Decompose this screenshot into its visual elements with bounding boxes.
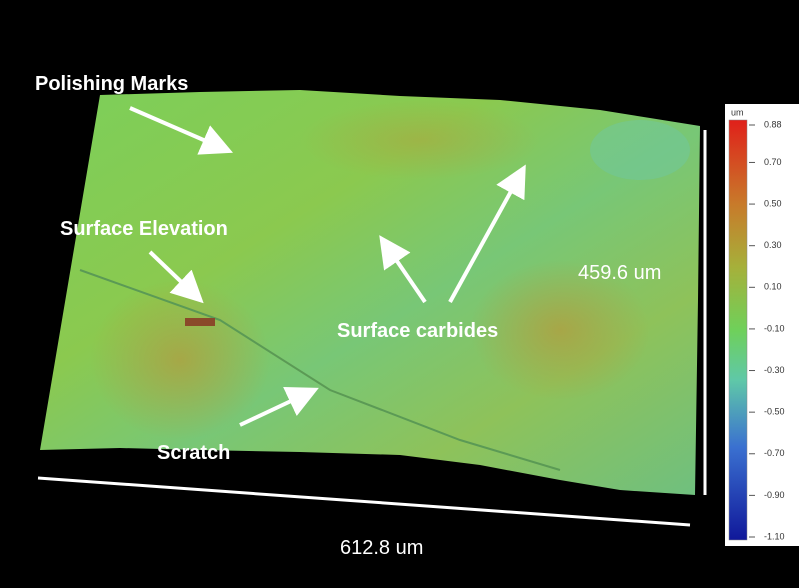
colorbar-tick-label: -0.70 <box>764 448 785 458</box>
colorbar-tick-label: -0.90 <box>764 490 785 500</box>
colorbar-tick-label: -1.10 <box>764 531 785 541</box>
colorbar: um <box>725 104 799 546</box>
colorbar-tick-label: 0.70 <box>764 157 782 167</box>
width-label: 612.8 um <box>340 537 423 559</box>
width-line <box>37 476 691 527</box>
annotation: Surface Elevation <box>60 218 228 240</box>
annotation: Surface carbides <box>337 320 498 342</box>
colorbar-tick-label: 0.30 <box>764 240 782 250</box>
annotation: Polishing Marks <box>35 73 188 95</box>
colorbar-tick-label: 0.50 <box>764 198 782 208</box>
surface <box>40 90 700 495</box>
height-label: 459.6 um <box>578 262 661 284</box>
annotation: Scratch <box>157 442 230 464</box>
colorbar-tick-label: 0.88 <box>764 119 782 129</box>
colorbar-tick-label: -0.10 <box>764 323 785 333</box>
colorbar-unit: um <box>731 107 744 117</box>
arrows <box>129 106 526 427</box>
colorbar-tick-label: -0.50 <box>764 407 785 417</box>
colorbar-tick-label: 0.10 <box>764 282 782 292</box>
colorbar-tick-label: -0.30 <box>764 365 785 375</box>
